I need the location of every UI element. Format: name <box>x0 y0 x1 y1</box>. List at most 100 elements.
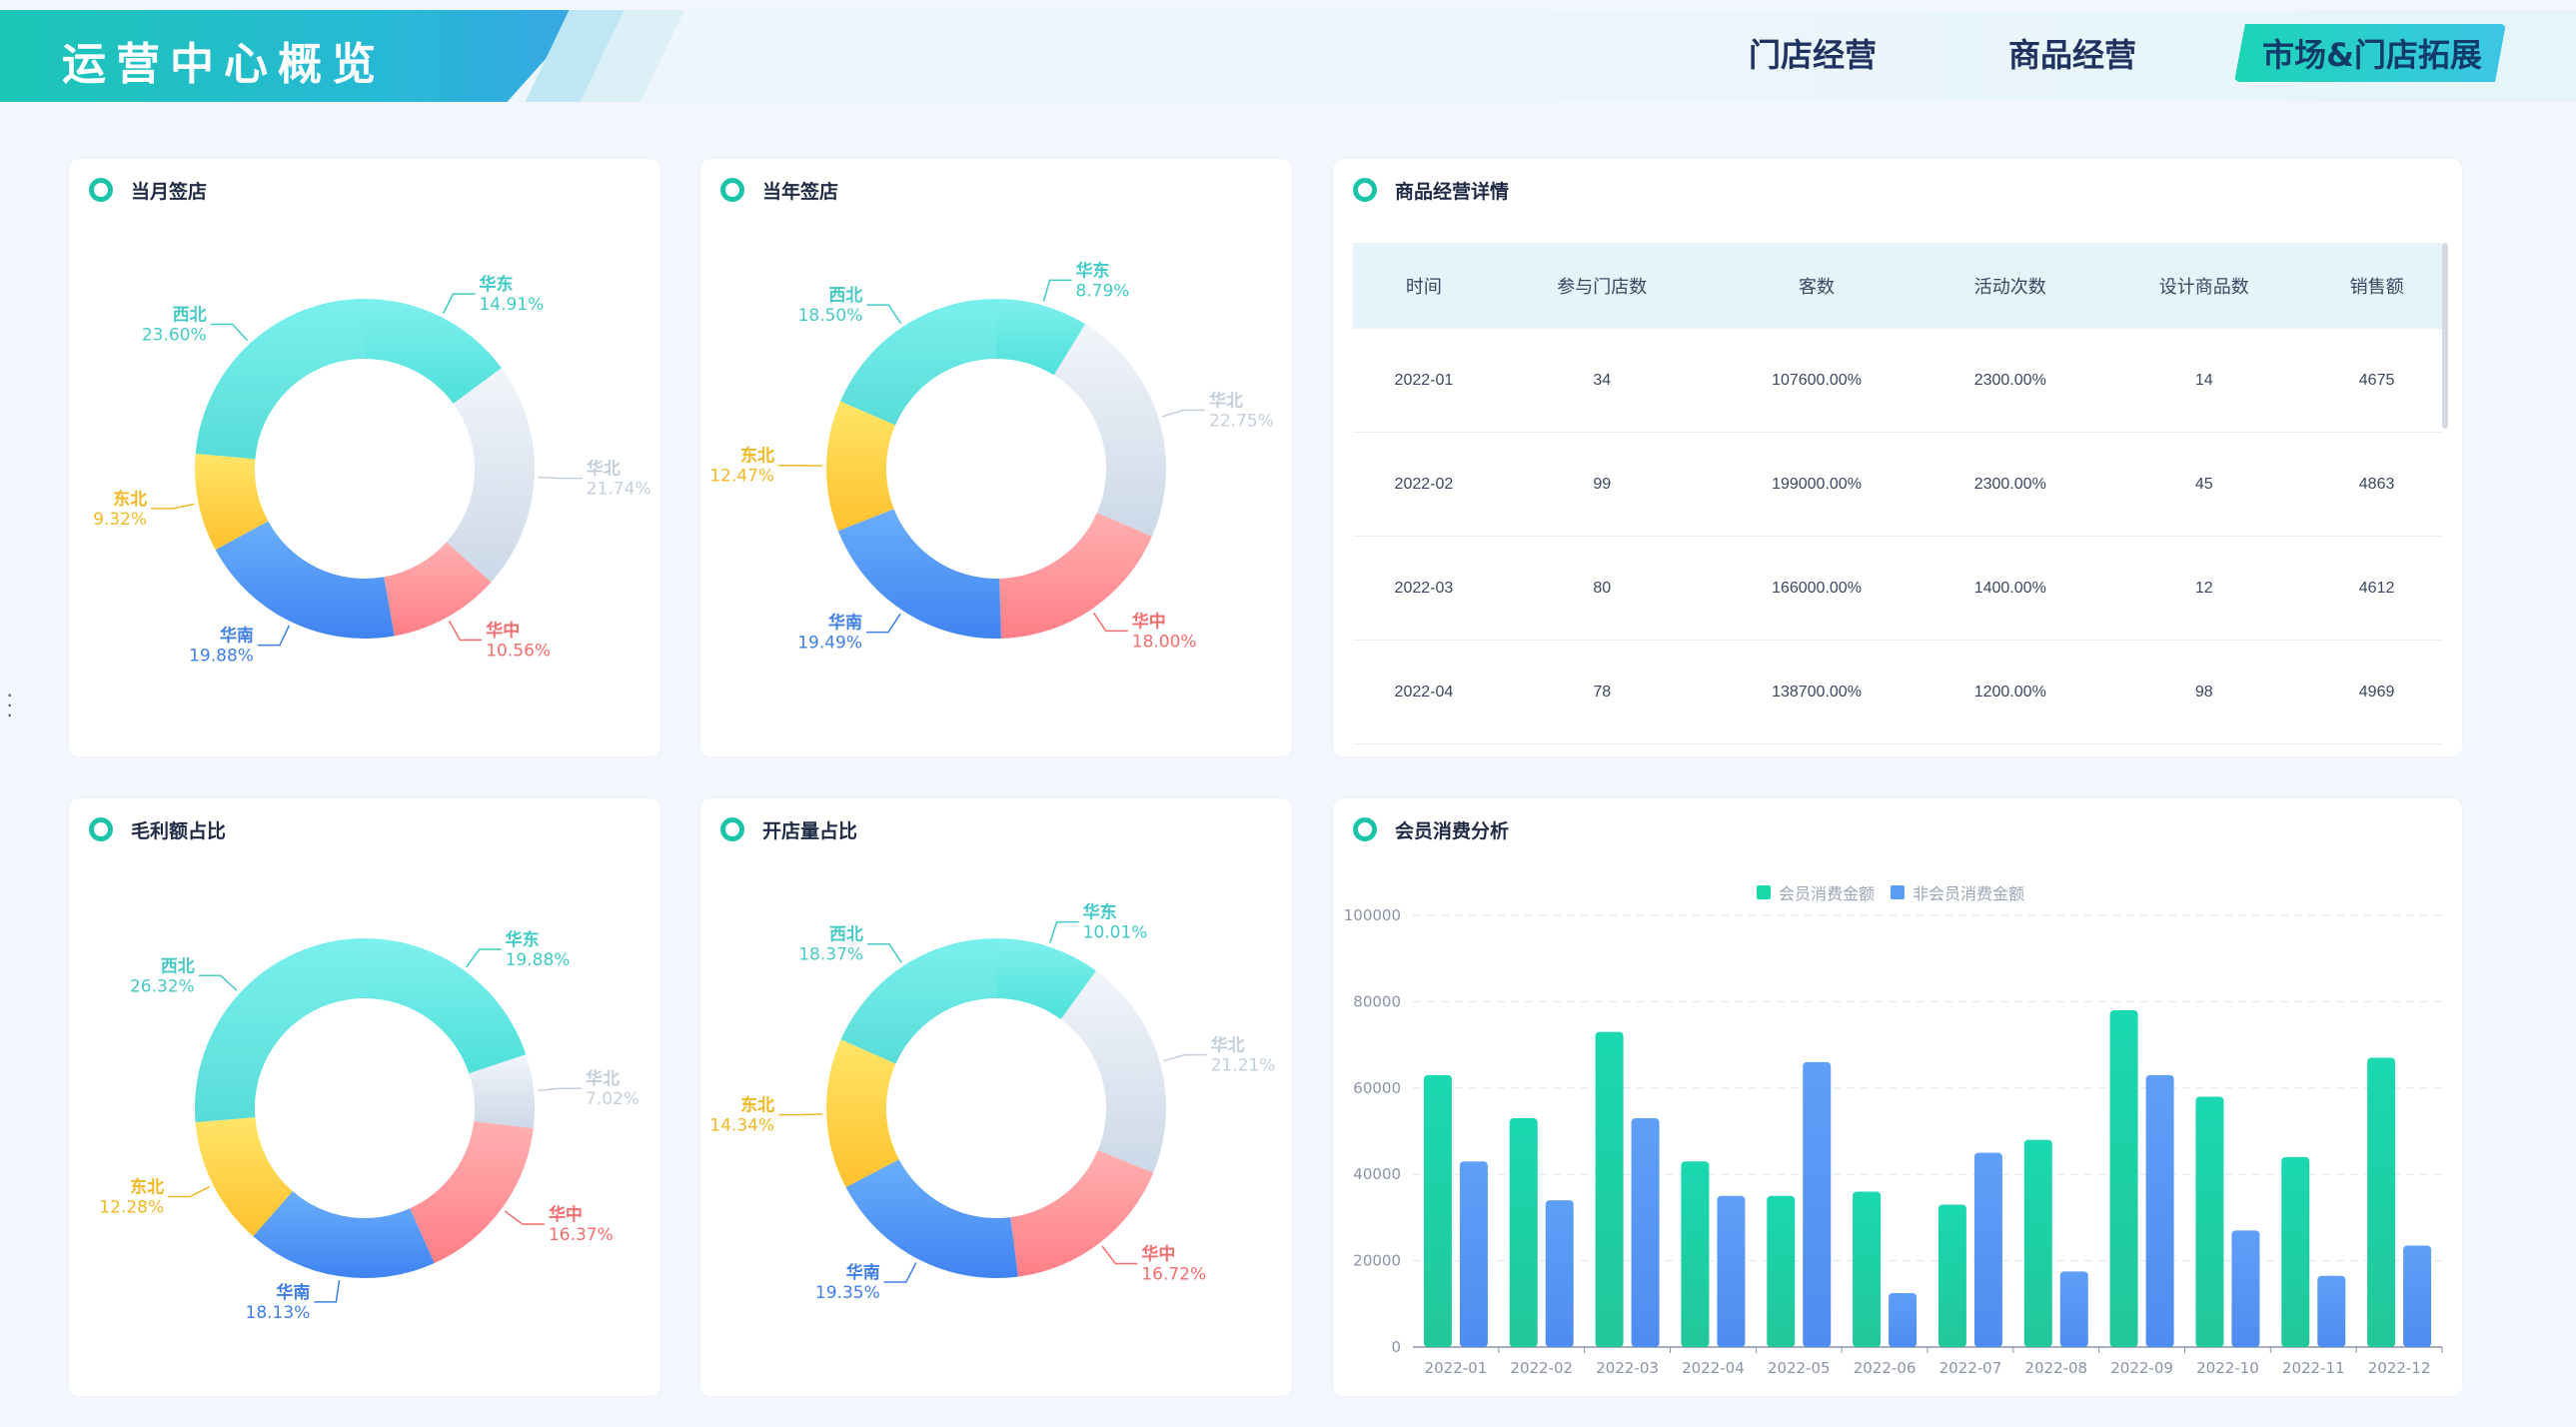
slice-label-percent: 22.75% <box>1209 411 1274 431</box>
bar-nonmember[interactable] <box>1889 1293 1918 1347</box>
bar-nonmember[interactable] <box>1803 1061 1832 1347</box>
slice-label-name: 西北 <box>829 925 863 945</box>
bar-member[interactable] <box>1681 1161 1710 1347</box>
bar-nonmember[interactable] <box>1631 1118 1660 1347</box>
column-header[interactable]: 设计商品数 <box>2096 243 2312 329</box>
y-tick-label: 0 <box>1391 1338 1401 1356</box>
donut-slice-华南[interactable] <box>837 509 1001 639</box>
slice-label-name: 华南 <box>828 613 862 634</box>
donut-slice-华中[interactable] <box>1010 1149 1154 1277</box>
bar-member[interactable] <box>1423 1074 1452 1347</box>
table-row[interactable]: 2022-01 34 107600.00% 2300.00% 14 4675 <box>1353 329 2442 433</box>
column-header[interactable]: 销售额 <box>2311 243 2442 329</box>
bar-member[interactable] <box>1509 1118 1538 1347</box>
table-row[interactable]: 2022-03 80 166000.00% 1400.00% 12 4612 <box>1353 536 2442 641</box>
column-header[interactable]: 参与门店数 <box>1494 243 1710 329</box>
table-cell: 34 <box>1494 329 1710 433</box>
bar-member[interactable] <box>1937 1204 1966 1347</box>
donut-slice-华中[interactable] <box>410 1121 534 1264</box>
bar-member[interactable] <box>2109 1010 2138 1347</box>
donut-slice-华东[interactable] <box>365 938 527 1074</box>
y-tick-label: 20000 <box>1353 1252 1401 1270</box>
table-row[interactable]: 2022-04 78 138700.00% 1200.00% 98 4969 <box>1353 640 2442 744</box>
bar-nonmember[interactable] <box>1459 1161 1488 1347</box>
nav-tab-market-expansion[interactable]: 市场&门店拓展 <box>2234 24 2506 82</box>
bar-nonmember[interactable] <box>2317 1275 2346 1347</box>
bar-nonmember[interactable] <box>1973 1152 2002 1347</box>
bar-nonmember[interactable] <box>2231 1230 2260 1347</box>
donut-slice-华北[interactable] <box>446 368 535 583</box>
donut-slice-华东[interactable] <box>996 299 1086 376</box>
bar-member[interactable] <box>2023 1139 2052 1347</box>
table-cell: 80 <box>1494 536 1710 641</box>
bar-member[interactable] <box>1595 1031 1624 1347</box>
nav-tab-store-operations[interactable]: 门店经营 <box>1749 36 1878 74</box>
bar-member[interactable] <box>1767 1195 1796 1347</box>
donut-slice-华南[interactable] <box>215 521 395 639</box>
leader-line <box>314 1280 341 1303</box>
legend-label[interactable]: 会员消费金额 <box>1779 886 1876 903</box>
table-cell: 2022-04 <box>1353 640 1495 744</box>
x-tick-label: 2022-10 <box>2196 1359 2259 1377</box>
donut-slice-华中[interactable] <box>384 542 492 637</box>
leader-line <box>538 476 583 480</box>
nav-tab-product-operations[interactable]: 商品经营 <box>2008 36 2137 74</box>
slice-label-name: 华东 <box>506 929 540 950</box>
slice-label-percent: 21.74% <box>587 480 651 500</box>
donut-slice-华中[interactable] <box>999 512 1152 639</box>
column-header[interactable]: 客数 <box>1709 243 1925 329</box>
bar-nonmember[interactable] <box>2059 1271 2088 1347</box>
donut-slice-华东[interactable] <box>996 938 1097 1020</box>
slice-label-percent: 12.28% <box>99 1198 164 1218</box>
bar-nonmember[interactable] <box>1717 1195 1746 1347</box>
donut-slice-东北[interactable] <box>195 1117 293 1237</box>
leader-line <box>198 974 238 991</box>
bar-nonmember[interactable] <box>2403 1245 2432 1347</box>
chart-legend: 会员消费金额 非会员消费金额 <box>1757 880 2024 904</box>
slice-label-name: 华中 <box>1132 611 1166 632</box>
table-cell: 2300.00% <box>1924 329 2097 433</box>
bar-member[interactable] <box>2195 1096 2224 1347</box>
leader-line <box>151 503 195 510</box>
bar-member[interactable] <box>2281 1156 2310 1347</box>
table-row[interactable]: 2022-02 99 199000.00% 2300.00% 45 4863 <box>1353 432 2442 537</box>
donut-slice-华北[interactable] <box>1060 970 1166 1173</box>
panel-yearly-signed-stores: 当年签店 华东 8.79% 华北 22.75% 华中 18.00% 华南 19.49% 东北 12… <box>700 159 1292 756</box>
column-header[interactable]: 时间 <box>1353 243 1495 329</box>
table-cell: 4863 <box>2311 432 2442 537</box>
slice-label-name: 华北 <box>586 1068 620 1089</box>
slice-label-percent: 7.02% <box>586 1089 640 1109</box>
donut-slice-西北[interactable] <box>195 299 365 460</box>
slice-label-name: 东北 <box>113 489 147 510</box>
legend-label[interactable]: 非会员消费金额 <box>1913 886 2025 903</box>
donut-slice-东北[interactable] <box>195 454 269 551</box>
title-dot-icon <box>720 178 744 202</box>
donut-slice-华东[interactable] <box>365 299 502 404</box>
panel-product-operations-detail: 商品经营详情 时间 参与门店数 客数 活动次数 设计商品数 销售额 2022-0… <box>1333 159 2462 756</box>
y-tick-label: 100000 <box>1344 906 1401 924</box>
slice-label-name: 华北 <box>587 459 621 480</box>
title-dot-icon <box>89 817 113 841</box>
donut-slice-华北[interactable] <box>469 1054 535 1129</box>
table-scrollbar[interactable] <box>2442 243 2448 429</box>
sidebar-drag-handle[interactable]: · · · <box>6 682 14 726</box>
bar-nonmember[interactable] <box>1545 1200 1574 1347</box>
slice-label-name: 东北 <box>130 1177 164 1198</box>
donut-slice-东北[interactable] <box>826 1039 899 1188</box>
bar-chart: 0 20000 40000 60000 80000 100000 2022-01 2022-0… <box>1344 906 2443 1377</box>
top-header: 运营中心概览 门店经营 商品经营 市场&门店拓展 <box>0 10 2576 102</box>
bar-member[interactable] <box>2367 1057 2396 1347</box>
panel-title: 开店量占比 <box>762 819 858 842</box>
donut-slice-西北[interactable] <box>839 299 996 426</box>
bar-member[interactable] <box>1853 1191 1882 1347</box>
table-cell: 2022-03 <box>1353 536 1495 641</box>
donut-slice-西北[interactable] <box>840 938 996 1064</box>
slice-label-percent: 26.32% <box>130 976 195 996</box>
column-header[interactable]: 活动次数 <box>1924 243 2097 329</box>
donut-slice-华南[interactable] <box>845 1159 1018 1278</box>
donut-slice-东北[interactable] <box>826 401 896 532</box>
bar-nonmember[interactable] <box>2145 1074 2174 1347</box>
donut-slice-华北[interactable] <box>1053 324 1166 537</box>
donut-slice-西北[interactable] <box>195 938 365 1123</box>
donut-slice-华南[interactable] <box>253 1190 435 1278</box>
